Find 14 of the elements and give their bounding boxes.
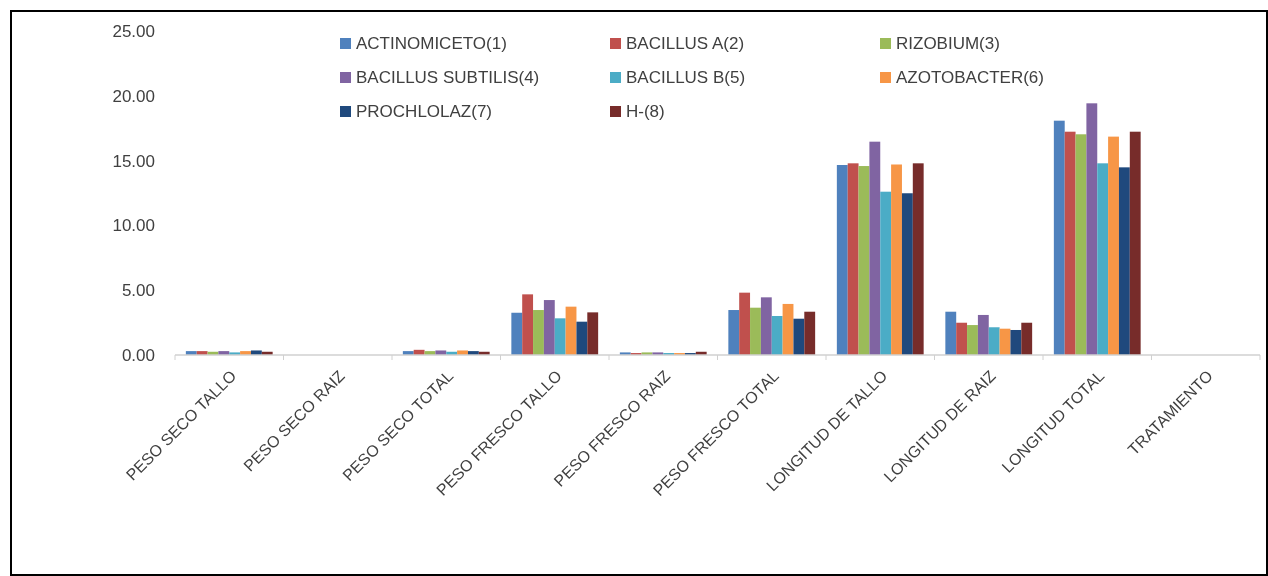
legend-label: RIZOBIUM(3)	[896, 34, 1000, 53]
y-tick-label: 10.00	[112, 216, 155, 236]
y-tick-label: 20.00	[112, 86, 155, 106]
y-tick-label: 15.00	[112, 151, 155, 171]
y-tick-label: 5.00	[121, 281, 155, 301]
legend-label: H-(8)	[626, 102, 665, 121]
legend-label: BACILLUS B(5)	[626, 68, 746, 87]
legend-label: ACTINOMICETO(1)	[356, 34, 507, 53]
y-tick-label: 25.00	[112, 21, 155, 41]
legend-label: BACILLUS SUBTILIS(4)	[356, 68, 540, 87]
legend-label: PROCHLOLAZ(7)	[356, 102, 493, 121]
legend-label: BACILLUS A(2)	[626, 34, 745, 53]
y-tick-label: 0.00	[121, 345, 155, 365]
legend-label: AZOTOBACTER(6)	[896, 68, 1044, 87]
